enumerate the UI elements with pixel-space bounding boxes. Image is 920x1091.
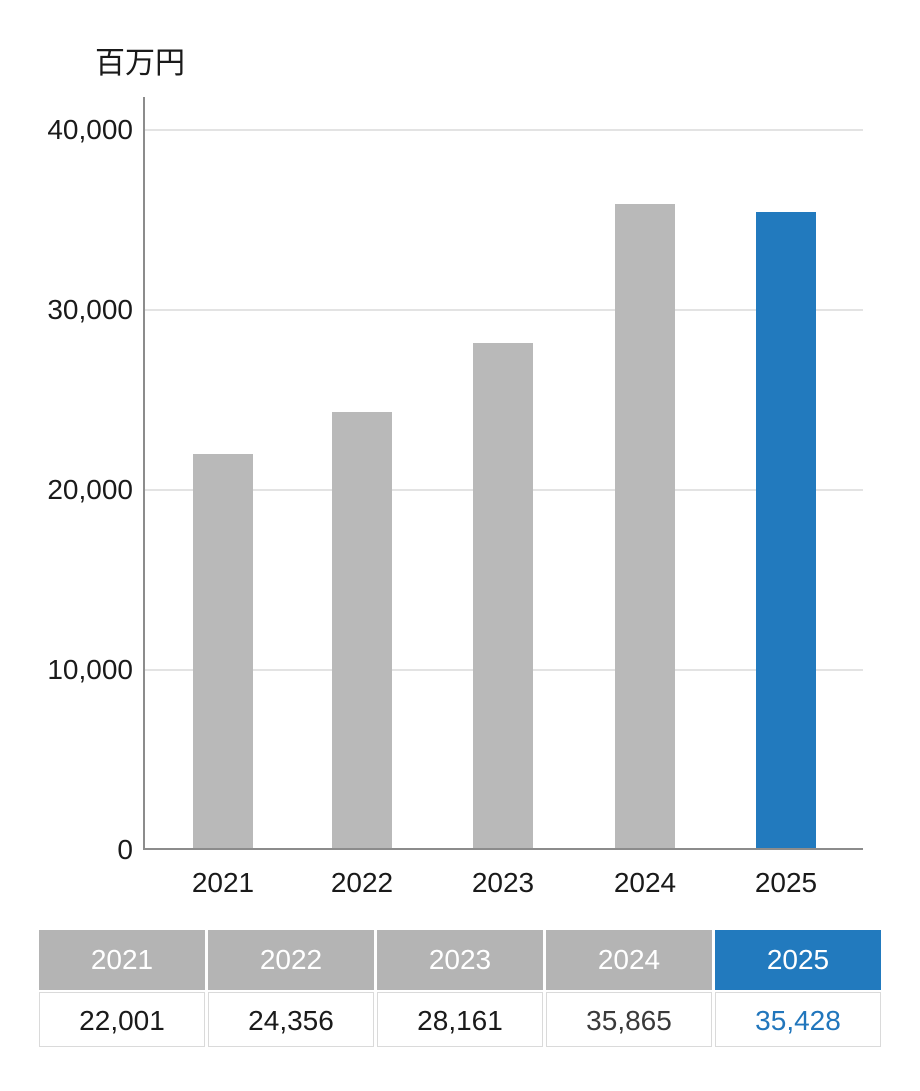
bar-2022 bbox=[332, 411, 392, 850]
y-tick-label: 10,000 bbox=[47, 654, 133, 685]
bar-2024 bbox=[615, 204, 675, 850]
x-tick-label-2023: 2023 bbox=[471, 867, 535, 898]
x-tick-label-2025: 2025 bbox=[754, 867, 818, 898]
table-header-cell-2025: 2025 bbox=[715, 930, 881, 990]
x-tick-label-2022: 2022 bbox=[330, 867, 394, 898]
y-axis-line bbox=[143, 97, 145, 850]
table-header-cell-2021: 2021 bbox=[39, 930, 205, 990]
bar-chart: 2021 2022 2023 2024 2025 bbox=[143, 97, 863, 898]
y-tick-label: 20,000 bbox=[47, 474, 133, 505]
bar-2021 bbox=[193, 453, 253, 850]
table-value-cell-2024: 35,865 bbox=[546, 992, 712, 1047]
gridline bbox=[145, 129, 863, 131]
y-tick-label: 0 bbox=[117, 834, 133, 865]
table-value-cell-2023: 28,161 bbox=[377, 992, 543, 1047]
table-header-cell-2022: 2022 bbox=[208, 930, 374, 990]
table-value-cell-2025: 35,428 bbox=[715, 992, 881, 1047]
bar-2025 bbox=[756, 212, 816, 850]
chart-unit-label: 百万円 bbox=[95, 47, 185, 80]
x-tick-label-2021: 2021 bbox=[191, 867, 255, 898]
table-value-cell-2022: 24,356 bbox=[208, 992, 374, 1047]
gridline bbox=[145, 309, 863, 311]
table-header-cell-2024: 2024 bbox=[546, 930, 712, 990]
data-table: 2021 2022 2023 2024 2025 22,001 24,356 28,161 3… bbox=[39, 930, 881, 1047]
table-value-row: 22,001 24,356 28,161 35,865 35,428 bbox=[39, 992, 881, 1047]
table-header-cell-2023: 2023 bbox=[377, 930, 543, 990]
x-axis-baseline bbox=[143, 848, 863, 850]
x-tick-label-2024: 2024 bbox=[613, 867, 677, 898]
y-axis-tick-labels: 0 10,000 20,000 30,000 40,000 bbox=[0, 97, 133, 865]
bar-2023 bbox=[473, 343, 533, 850]
y-tick-label: 40,000 bbox=[47, 114, 133, 145]
y-tick-label: 30,000 bbox=[47, 294, 133, 325]
table-header-row: 2021 2022 2023 2024 2025 bbox=[39, 930, 881, 990]
table-value-cell-2021: 22,001 bbox=[39, 992, 205, 1047]
